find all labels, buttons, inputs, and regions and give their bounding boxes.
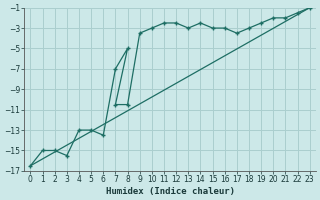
X-axis label: Humidex (Indice chaleur): Humidex (Indice chaleur): [106, 187, 235, 196]
